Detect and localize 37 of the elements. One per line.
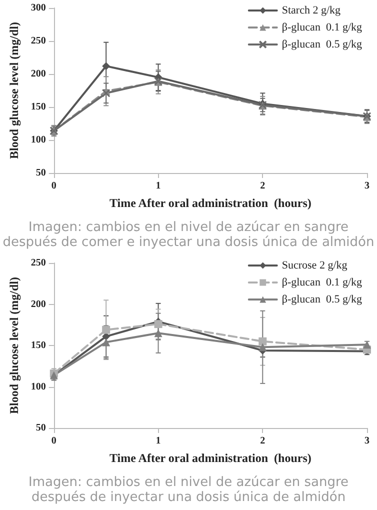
- x-tick-label: 0: [51, 436, 56, 446]
- legend-label: Sucrose 2 g/kg: [282, 260, 348, 272]
- text: Imagen: cambios en el nivel de azúcar en sangre después de comer e inyectar una dosis única de almidón: [2, 220, 374, 250]
- y-tick-label: 200: [30, 68, 46, 80]
- legend-label: β-glucan 0.5 g/kg: [282, 38, 362, 50]
- x-tick-label: 1: [156, 436, 161, 446]
- legend-label: β-glucan 0.1 g/kg: [282, 22, 362, 34]
- x-tick-label: 1: [156, 180, 161, 192]
- x-axis-title: Time After oral administration (hours): [110, 451, 312, 465]
- y-tick-label: 100: [30, 381, 46, 392]
- y-tick-label: 150: [30, 340, 46, 351]
- y-tick-label: 200: [30, 298, 46, 310]
- point: [154, 320, 162, 328]
- y-axis-title: Blood glucose level (mg/dl): [7, 277, 21, 414]
- point: [363, 340, 371, 349]
- point: [102, 62, 110, 70]
- legend-label: β-glucan 0.1 g/kg: [282, 276, 362, 288]
- x-tick-label: 2: [260, 180, 266, 192]
- x-axis-title: Time After oral administration (hours): [110, 196, 312, 210]
- y-tick-label: 250: [30, 36, 46, 46]
- y-tick-label: 100: [30, 134, 46, 146]
- x-tick-label: 0: [51, 180, 56, 192]
- point: [102, 338, 110, 346]
- legend-label: β-glucan 0.5 g/kg: [282, 294, 362, 306]
- y-tick-label: 50: [36, 168, 46, 178]
- y-tick-label: 150: [30, 102, 46, 112]
- y-tick-label: 300: [30, 2, 46, 14]
- x-tick-label: 3: [364, 436, 370, 446]
- text: Imagen: cambios en el nivel de azúcar en sangre después de inyectar una dosis única de almidón: [28, 475, 349, 505]
- x-tick-label: 3: [364, 180, 370, 192]
- legend-label: Starch 2 g/kg: [282, 4, 342, 16]
- y-tick-label: 250: [30, 258, 46, 268]
- point: [258, 337, 267, 346]
- x-tick-label: 2: [260, 436, 266, 446]
- y-tick-label: 50: [36, 422, 46, 434]
- y-axis-title: Blood glucose level (mg/dl): [7, 22, 21, 159]
- point: [258, 343, 267, 352]
